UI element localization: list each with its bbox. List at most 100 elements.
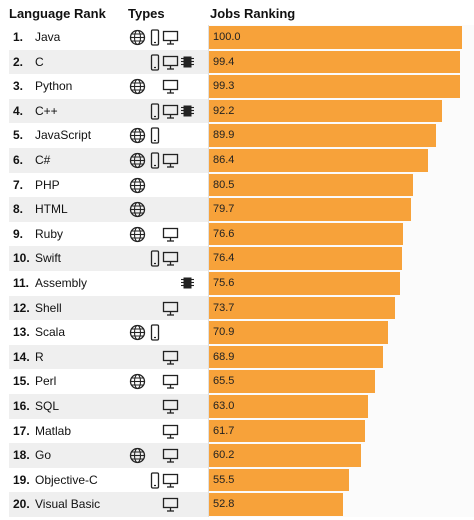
table-row[interactable]: 13. Scala 70.9 <box>9 320 474 345</box>
bar-value-label: 76.6 <box>213 227 235 240</box>
bar <box>209 124 437 147</box>
rank-number: 12. <box>13 300 30 315</box>
type-icons <box>127 496 209 513</box>
bar-track: 92.2 <box>208 98 474 124</box>
language-name: Ruby <box>35 226 64 241</box>
jobs-ranking-header[interactable]: Jobs Ranking <box>210 6 296 21</box>
bar-track: 70.9 <box>208 320 474 345</box>
type-icons <box>127 300 209 317</box>
rank-number: 14. <box>13 349 30 364</box>
table-row[interactable]: 14. R 68.9 <box>9 344 474 370</box>
table-row[interactable]: 11. Assembly 75.6 <box>9 270 474 296</box>
bar-value-label: 99.4 <box>213 55 235 68</box>
bar-track: 75.6 <box>208 270 474 296</box>
bar-track: 76.4 <box>208 246 474 271</box>
table-row[interactable]: 19. Objective-C 55.5 <box>9 467 474 493</box>
language-name: Assembly <box>35 275 88 290</box>
table-row[interactable]: 5. JavaScript 89.9 <box>9 123 474 148</box>
language-name: HTML <box>35 202 68 217</box>
desktop-monitor-icon <box>162 252 179 266</box>
mobile-phone-icon <box>150 324 160 341</box>
table-header: Language Rank Types Jobs Ranking <box>0 6 474 24</box>
table-row[interactable]: 12. Shell 73.7 <box>9 295 474 321</box>
table-row[interactable]: 20. Visual Basic 52.8 <box>9 492 474 517</box>
mobile-phone-icon <box>150 152 160 169</box>
mobile-phone-icon <box>150 472 160 489</box>
globe-icon <box>129 29 146 46</box>
bar-track: 55.5 <box>208 467 474 493</box>
table-row[interactable]: 1. Java 100.0 <box>9 25 474 50</box>
bar <box>209 370 375 393</box>
table-row[interactable]: 9. Ruby 76.6 <box>9 221 474 247</box>
desktop-monitor-icon <box>162 153 179 168</box>
bar-track: 79.7 <box>208 197 474 222</box>
type-icons <box>127 472 209 489</box>
bar <box>209 75 461 98</box>
language-rank-header[interactable]: Language Rank <box>9 6 106 21</box>
table-row[interactable]: 10. Swift 76.4 <box>9 246 474 271</box>
bar <box>209 394 369 418</box>
type-icons <box>127 398 209 415</box>
bar <box>209 247 403 270</box>
language-name: Visual Basic <box>35 497 101 512</box>
language-name: Objective-C <box>35 472 98 487</box>
bar <box>209 493 343 516</box>
bar <box>209 148 428 172</box>
table-row[interactable]: 2. C 99.4 <box>9 49 474 75</box>
globe-icon <box>129 202 146 218</box>
mobile-phone-icon <box>150 53 160 71</box>
language-name: Java <box>35 30 61 44</box>
desktop-monitor-icon <box>162 227 179 242</box>
bar-value-label: 68.9 <box>213 350 235 363</box>
type-icons <box>127 423 209 440</box>
rank-number: 10. <box>13 251 30 266</box>
table-row[interactable]: 17. Matlab 61.7 <box>9 418 474 444</box>
desktop-monitor-icon <box>162 424 179 439</box>
rank-number: 18. <box>13 448 30 463</box>
table-row[interactable]: 6. C# 86.4 <box>9 147 474 173</box>
desktop-monitor-icon <box>162 301 179 316</box>
bar <box>209 173 413 197</box>
table-row[interactable]: 4. C++ 92.2 <box>9 98 474 124</box>
globe-icon <box>129 128 146 144</box>
mobile-phone-icon <box>150 127 160 145</box>
language-name: JavaScript <box>35 128 92 143</box>
bar <box>209 50 461 74</box>
rank-number: 16. <box>13 398 30 413</box>
bar-value-label: 86.4 <box>213 153 235 166</box>
globe-icon <box>129 226 146 242</box>
rank-number: 7. <box>13 177 24 192</box>
bar-value-label: 75.6 <box>213 276 235 289</box>
bar-value-label: 89.9 <box>213 129 235 142</box>
type-icons <box>127 201 209 218</box>
type-icons <box>127 152 209 169</box>
bar-track: 100.0 <box>208 25 474 50</box>
table-row[interactable]: 3. Python 99.3 <box>9 74 474 99</box>
table-row[interactable]: 8. HTML 79.7 <box>9 197 474 222</box>
chip-icon <box>181 56 194 68</box>
table-row[interactable]: 16. SQL 63.0 <box>9 393 474 419</box>
bar-value-label: 79.7 <box>213 203 235 216</box>
rank-number: 6. <box>13 152 24 167</box>
rank-number: 8. <box>13 202 24 217</box>
language-name: Matlab <box>35 423 72 438</box>
bar <box>209 321 389 344</box>
bar-value-label: 70.9 <box>213 326 235 339</box>
language-name: Perl <box>35 374 57 389</box>
rank-number: 3. <box>13 79 24 94</box>
bar-track: 76.6 <box>208 221 474 247</box>
bar-value-label: 55.5 <box>213 473 235 486</box>
table-row[interactable]: 15. Perl 65.5 <box>9 369 474 394</box>
language-name: Scala <box>35 325 66 340</box>
mobile-phone-icon <box>150 250 160 267</box>
types-header[interactable]: Types <box>128 6 165 21</box>
table-row[interactable]: 18. Go 60.2 <box>9 443 474 468</box>
bar-value-label: 63.0 <box>213 399 235 412</box>
language-name: C++ <box>35 103 58 118</box>
bar-value-label: 60.2 <box>213 449 235 462</box>
bar-value-label: 61.7 <box>213 424 235 437</box>
table-row[interactable]: 7. PHP 80.5 <box>9 172 474 198</box>
bar <box>209 271 401 295</box>
type-icons <box>127 447 209 464</box>
type-icons <box>127 29 209 46</box>
